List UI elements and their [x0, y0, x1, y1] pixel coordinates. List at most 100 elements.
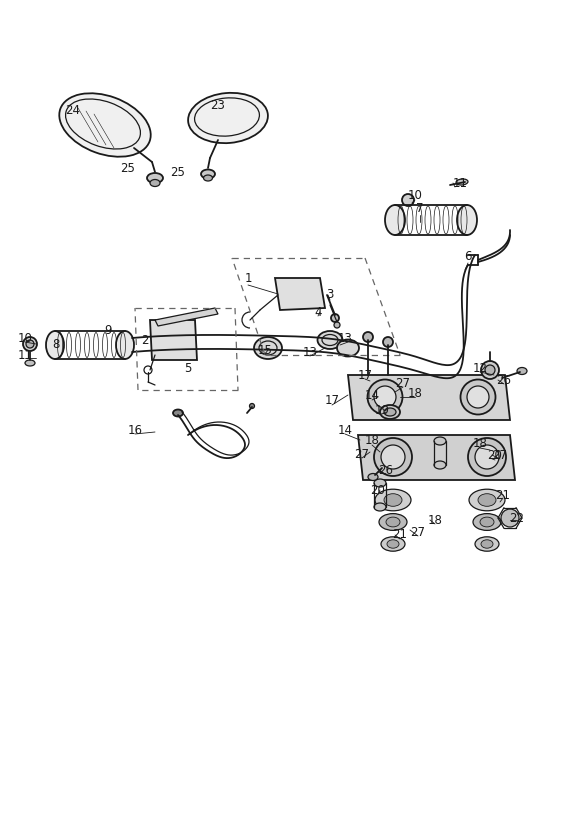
- Ellipse shape: [467, 386, 489, 408]
- Text: 22: 22: [510, 512, 525, 525]
- Ellipse shape: [402, 194, 414, 206]
- Ellipse shape: [59, 93, 151, 157]
- Text: 21: 21: [496, 489, 511, 502]
- Polygon shape: [348, 375, 510, 420]
- Ellipse shape: [374, 386, 396, 408]
- Text: 2: 2: [141, 334, 149, 347]
- Ellipse shape: [457, 205, 477, 235]
- Text: 27: 27: [493, 448, 507, 461]
- Ellipse shape: [501, 509, 519, 527]
- Ellipse shape: [480, 517, 494, 527]
- Ellipse shape: [201, 170, 215, 179]
- Ellipse shape: [26, 340, 34, 348]
- Ellipse shape: [334, 322, 340, 328]
- Text: 16: 16: [128, 424, 142, 437]
- Ellipse shape: [380, 405, 400, 419]
- Ellipse shape: [481, 361, 499, 379]
- Text: 1: 1: [244, 271, 252, 284]
- Text: 20: 20: [487, 448, 503, 461]
- Text: 17: 17: [357, 368, 373, 382]
- Ellipse shape: [473, 513, 501, 531]
- Text: 25: 25: [171, 166, 185, 179]
- Ellipse shape: [150, 180, 160, 186]
- Ellipse shape: [367, 380, 402, 414]
- Text: 27: 27: [410, 526, 426, 539]
- Ellipse shape: [468, 438, 506, 476]
- Ellipse shape: [23, 337, 37, 351]
- Text: 12: 12: [472, 362, 487, 374]
- Ellipse shape: [381, 445, 405, 469]
- Text: 14: 14: [364, 388, 380, 401]
- Text: 10: 10: [17, 331, 33, 344]
- Ellipse shape: [254, 337, 282, 359]
- Ellipse shape: [381, 536, 405, 551]
- Polygon shape: [275, 278, 325, 310]
- Ellipse shape: [386, 517, 400, 527]
- Ellipse shape: [456, 179, 468, 185]
- Ellipse shape: [461, 380, 496, 414]
- Text: 17: 17: [325, 394, 339, 406]
- Text: 27: 27: [354, 447, 370, 461]
- Ellipse shape: [469, 489, 505, 511]
- Text: 14: 14: [338, 424, 353, 437]
- Text: 25: 25: [121, 162, 135, 175]
- Text: 7: 7: [416, 202, 424, 214]
- Ellipse shape: [475, 536, 499, 551]
- Text: 10: 10: [408, 189, 423, 202]
- Polygon shape: [358, 435, 515, 480]
- Text: 18: 18: [408, 386, 423, 400]
- Text: 18: 18: [427, 513, 442, 527]
- Text: 26: 26: [378, 464, 394, 476]
- Ellipse shape: [374, 479, 386, 487]
- Ellipse shape: [375, 489, 411, 511]
- Text: 27: 27: [395, 377, 410, 390]
- Text: 21: 21: [392, 528, 408, 541]
- Ellipse shape: [475, 445, 499, 469]
- Text: 8: 8: [52, 338, 59, 350]
- Text: 9: 9: [104, 324, 112, 336]
- Text: 20: 20: [371, 484, 385, 497]
- Ellipse shape: [203, 175, 212, 181]
- Ellipse shape: [387, 540, 399, 548]
- Ellipse shape: [337, 339, 359, 357]
- Text: 15: 15: [258, 344, 272, 357]
- Text: 4: 4: [314, 306, 322, 319]
- Ellipse shape: [46, 331, 64, 359]
- Text: 18: 18: [473, 437, 487, 450]
- Ellipse shape: [363, 332, 373, 342]
- Ellipse shape: [116, 331, 134, 359]
- Text: 23: 23: [210, 99, 226, 111]
- Ellipse shape: [481, 540, 493, 548]
- Ellipse shape: [331, 314, 339, 322]
- Ellipse shape: [384, 408, 396, 416]
- Text: 13: 13: [303, 345, 317, 358]
- Ellipse shape: [173, 410, 183, 416]
- Text: 26: 26: [497, 373, 511, 386]
- Ellipse shape: [25, 360, 35, 366]
- Ellipse shape: [434, 437, 446, 445]
- Ellipse shape: [385, 205, 405, 235]
- Text: 19: 19: [374, 404, 389, 416]
- Ellipse shape: [379, 513, 407, 531]
- Ellipse shape: [383, 337, 393, 347]
- Ellipse shape: [147, 173, 163, 183]
- Text: 18: 18: [364, 433, 380, 447]
- Polygon shape: [150, 320, 197, 360]
- Ellipse shape: [374, 503, 386, 511]
- Ellipse shape: [250, 404, 255, 409]
- Text: 5: 5: [184, 362, 192, 374]
- Ellipse shape: [485, 365, 495, 375]
- Text: 11: 11: [17, 349, 33, 362]
- Text: 3: 3: [326, 288, 333, 302]
- Text: 24: 24: [65, 104, 80, 116]
- Text: 6: 6: [464, 250, 472, 264]
- Ellipse shape: [434, 461, 446, 469]
- Ellipse shape: [368, 474, 378, 480]
- Ellipse shape: [478, 494, 496, 506]
- Ellipse shape: [517, 368, 527, 374]
- Ellipse shape: [384, 494, 402, 506]
- Polygon shape: [155, 308, 218, 326]
- Ellipse shape: [318, 331, 342, 349]
- Ellipse shape: [374, 438, 412, 476]
- Text: 13: 13: [338, 331, 353, 344]
